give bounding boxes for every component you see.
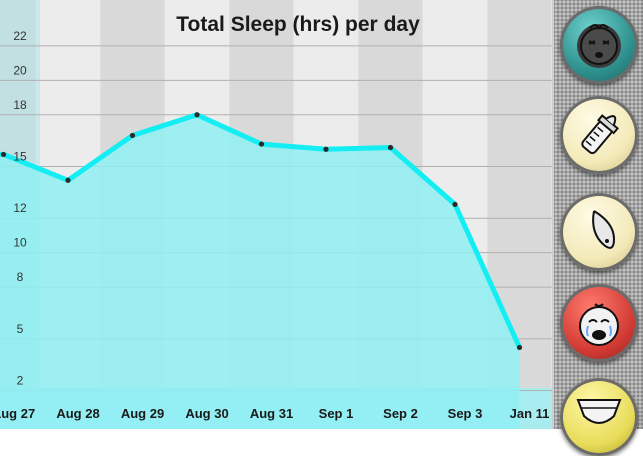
x-tick-label: Aug 28 xyxy=(56,406,99,421)
x-axis-ticks: Aug 27 Aug 28 Aug 29 Aug 30 Aug 31 Sep 1 Sep 2… xyxy=(0,406,549,421)
y-tick-label: 2 xyxy=(17,374,24,388)
x-tick-label: Aug 27 xyxy=(0,406,35,421)
x-tick-label: Sep 2 xyxy=(383,406,418,421)
y-tick-label: 15 xyxy=(13,149,27,163)
data-point xyxy=(1,152,6,157)
x-tick-label: Aug 29 xyxy=(121,406,164,421)
sleeping-baby-icon xyxy=(560,6,638,84)
y-tick-label: 10 xyxy=(13,236,27,250)
y-tick-label: 20 xyxy=(13,63,27,77)
data-point xyxy=(452,202,457,207)
diaper-icon xyxy=(560,378,638,456)
y-tick-label: 5 xyxy=(17,322,24,336)
sleep-chart: 2 5 8 10 12 15 18 20 22 Aug 27 Aug 28 Aug 29 Aug 30… xyxy=(0,0,552,429)
x-tick-label: Aug 31 xyxy=(250,406,293,421)
baby-bottle-icon xyxy=(560,96,638,174)
data-point xyxy=(194,112,199,117)
bottle-button[interactable] xyxy=(560,96,638,174)
side-toolbar xyxy=(552,0,643,429)
y-tick-label: 8 xyxy=(17,270,24,284)
data-point xyxy=(259,141,264,146)
x-tick-label: Sep 1 xyxy=(319,406,354,421)
x-tick-label: Sep 3 xyxy=(448,406,483,421)
x-tick-label: Jan 11 xyxy=(510,406,550,421)
diaper-button[interactable] xyxy=(560,378,638,456)
sleep-button[interactable] xyxy=(560,6,638,84)
data-point xyxy=(65,178,70,183)
y-tick-label: 22 xyxy=(13,29,27,43)
breastfeed-button[interactable] xyxy=(560,193,638,271)
data-point xyxy=(388,145,393,150)
data-point xyxy=(517,345,522,350)
crying-button[interactable] xyxy=(560,284,638,362)
data-point xyxy=(323,147,328,152)
data-point xyxy=(130,133,135,138)
chart-title: Total Sleep (hrs) per day xyxy=(176,13,420,36)
breast-icon xyxy=(560,193,638,271)
x-tick-label: Aug 30 xyxy=(185,406,228,421)
y-tick-label: 18 xyxy=(13,98,27,112)
y-tick-label: 12 xyxy=(13,201,27,215)
crying-baby-icon xyxy=(560,284,638,362)
